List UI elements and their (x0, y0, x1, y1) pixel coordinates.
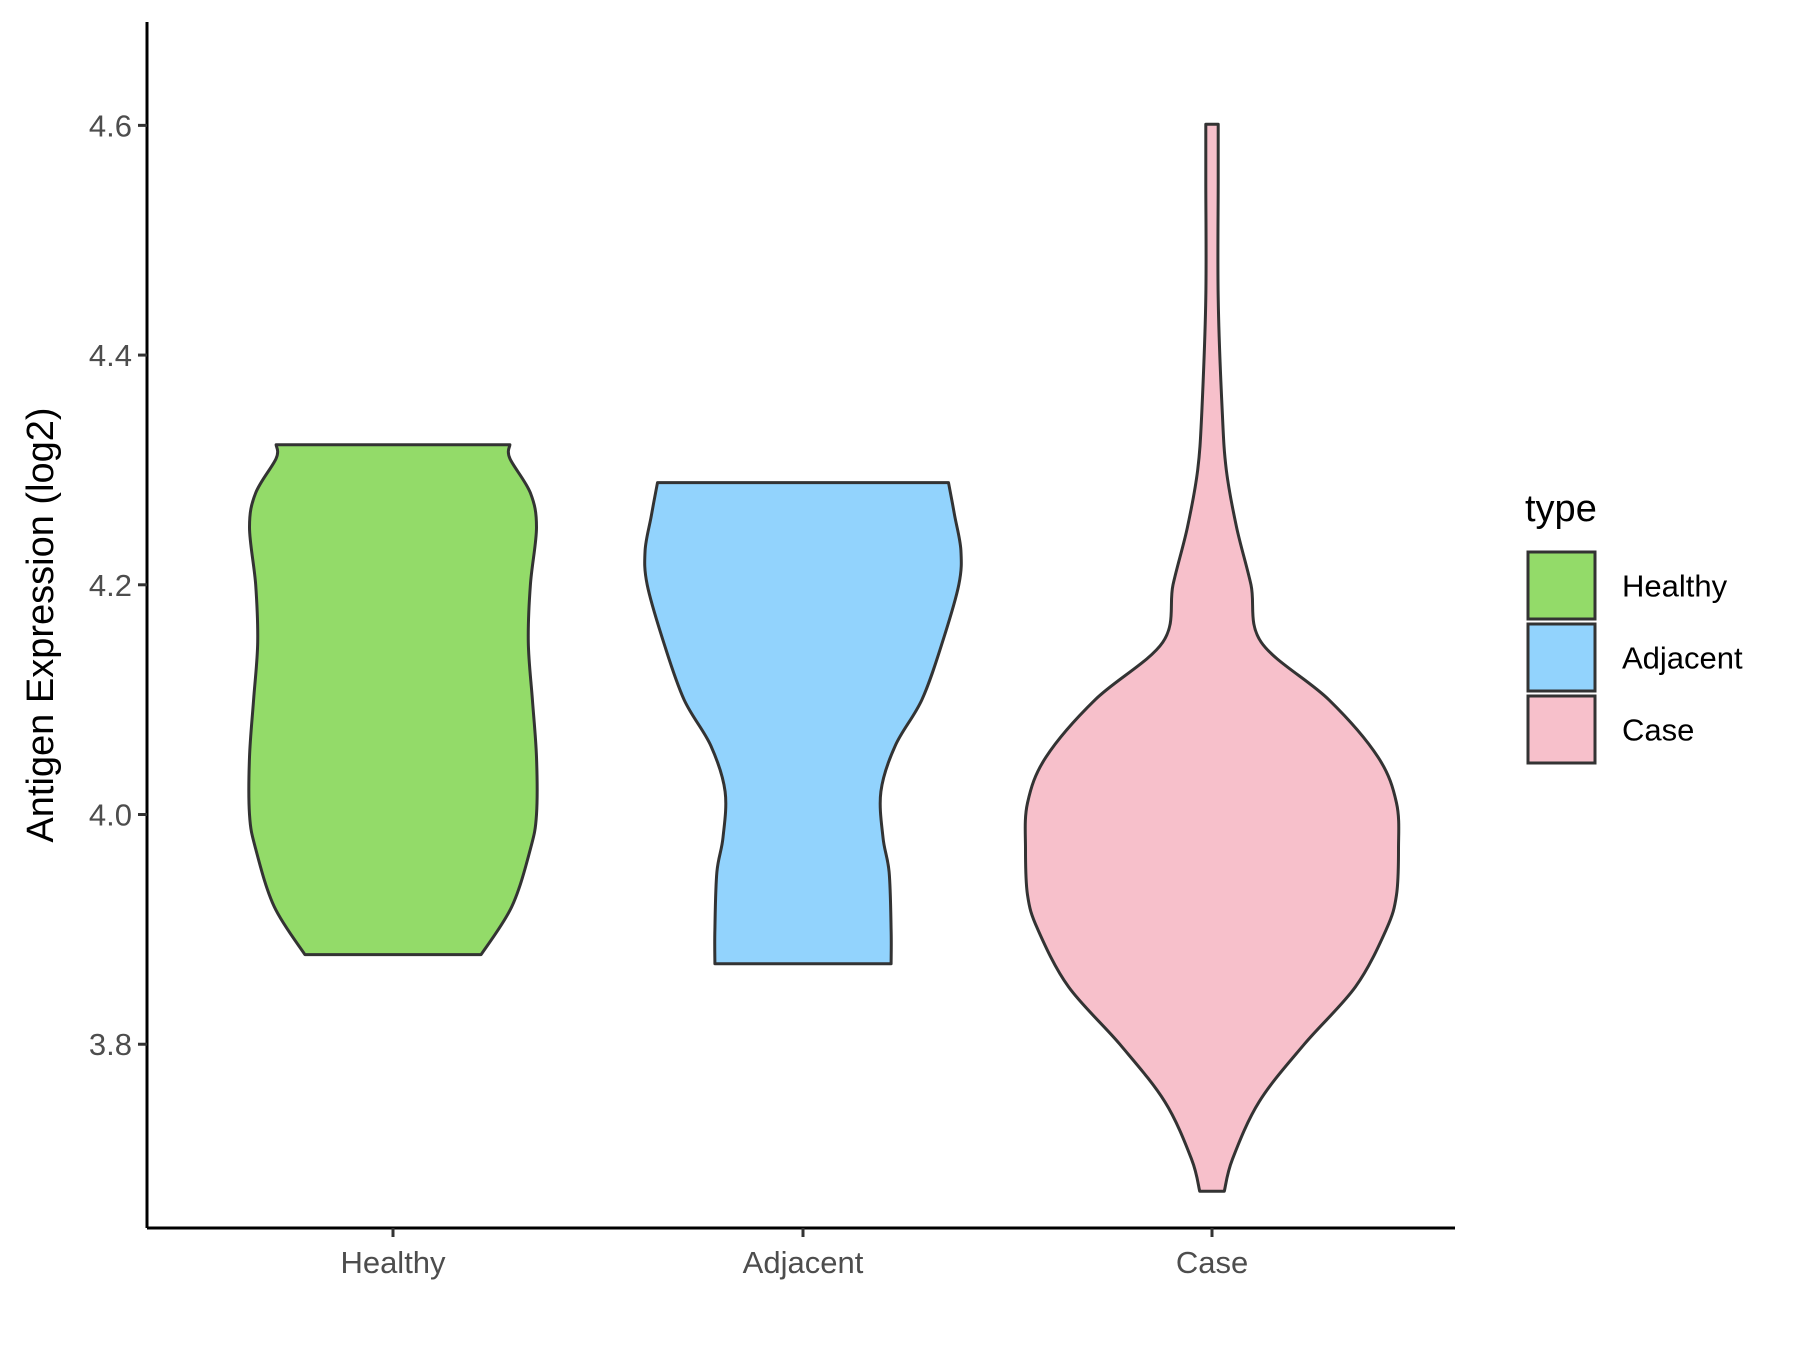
legend: type Healthy Adjacent Case (1525, 488, 1743, 765)
legend-label-adjacent: Adjacent (1622, 641, 1743, 676)
y-axis: 3.8 4.0 4.2 4.4 4.6 Antigen Expression (log2… (20, 22, 149, 1228)
violins-layer (247, 122, 1401, 1193)
y-tick-label: 4.6 (89, 108, 132, 143)
y-axis-title: Antigen Expression (log2) (20, 407, 62, 842)
legend-key-healthy (1526, 550, 1597, 621)
y-tick-label: 4.4 (89, 338, 132, 373)
y-tick-label: 4.2 (89, 568, 132, 603)
legend-key-case (1526, 694, 1597, 765)
violin-adjacent (643, 481, 963, 966)
legend-label-case: Case (1622, 713, 1694, 748)
legend-key-adjacent (1526, 622, 1597, 693)
x-axis: Healthy Adjacent Case (147, 1226, 1455, 1280)
violin-case (1023, 122, 1401, 1193)
x-tick-label: Adjacent (743, 1245, 864, 1280)
y-ticks: 3.8 4.0 4.2 4.4 4.6 (89, 108, 147, 1062)
x-tick-label: Case (1176, 1245, 1248, 1280)
x-ticks: Healthy Adjacent Case (340, 1228, 1248, 1280)
y-tick-label: 3.8 (89, 1027, 132, 1062)
legend-title: type (1525, 488, 1597, 530)
violin-healthy (247, 443, 539, 957)
legend-items: Healthy Adjacent Case (1526, 550, 1743, 765)
x-tick-label: Healthy (340, 1245, 446, 1280)
legend-label-healthy: Healthy (1622, 569, 1728, 604)
y-tick-label: 4.0 (89, 798, 132, 833)
